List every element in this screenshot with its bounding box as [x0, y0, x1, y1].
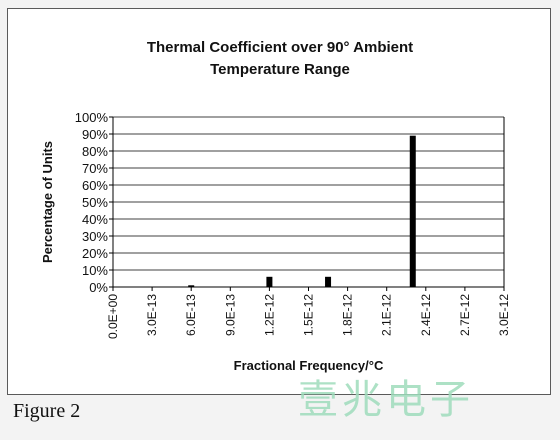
x-tick-label: 3.0E-12 [497, 294, 511, 336]
chart-bar [266, 276, 273, 287]
x-tick-label: 1.8E-12 [341, 294, 355, 336]
x-tick-label: 0.0E+00 [106, 294, 120, 339]
y-axis-label: Percentage of Units [40, 141, 55, 263]
x-axis-label: Fractional Frequency/°C [234, 358, 384, 373]
figure-caption: Figure 2 [13, 400, 81, 422]
y-tick-label: 80% [82, 144, 108, 159]
chart-bar [325, 276, 332, 287]
chart-title-line: Thermal Coefficient over 90° Ambient [147, 39, 413, 56]
chart-bar [409, 135, 416, 287]
x-tick-label: 6.0E-13 [184, 294, 198, 336]
watermark: 壹兆电子 [298, 377, 474, 423]
chart-bar [188, 285, 195, 287]
x-tick-label: 1.2E-12 [262, 294, 276, 336]
y-tick-label: 90% [82, 127, 108, 142]
y-tick-label: 10% [82, 263, 108, 278]
x-tick-label: 2.7E-12 [458, 294, 472, 336]
x-tick-label: 2.1E-12 [380, 294, 394, 336]
chart-frame: Thermal Coefficient over 90° Ambient Temp… [7, 8, 551, 395]
x-tick-label: 2.4E-12 [419, 294, 433, 336]
y-tick-label: 20% [82, 246, 108, 261]
x-tick-label: 3.0E-13 [145, 294, 159, 336]
y-tick-label: 0% [89, 280, 108, 295]
chart-title-line: Temperature Range [210, 61, 350, 78]
y-tick-label: 50% [82, 195, 108, 210]
y-tick-label: 100% [75, 110, 109, 125]
y-tick-label: 40% [82, 212, 108, 227]
x-tick-label: 9.0E-13 [223, 294, 237, 336]
thermal-coefficient-chart: Thermal Coefficient over 90° Ambient Temp… [40, 39, 511, 373]
y-tick-label: 70% [82, 161, 108, 176]
y-tick-label: 60% [82, 178, 108, 193]
x-tick-label: 1.5E-12 [302, 294, 316, 336]
y-tick-label: 30% [82, 229, 108, 244]
